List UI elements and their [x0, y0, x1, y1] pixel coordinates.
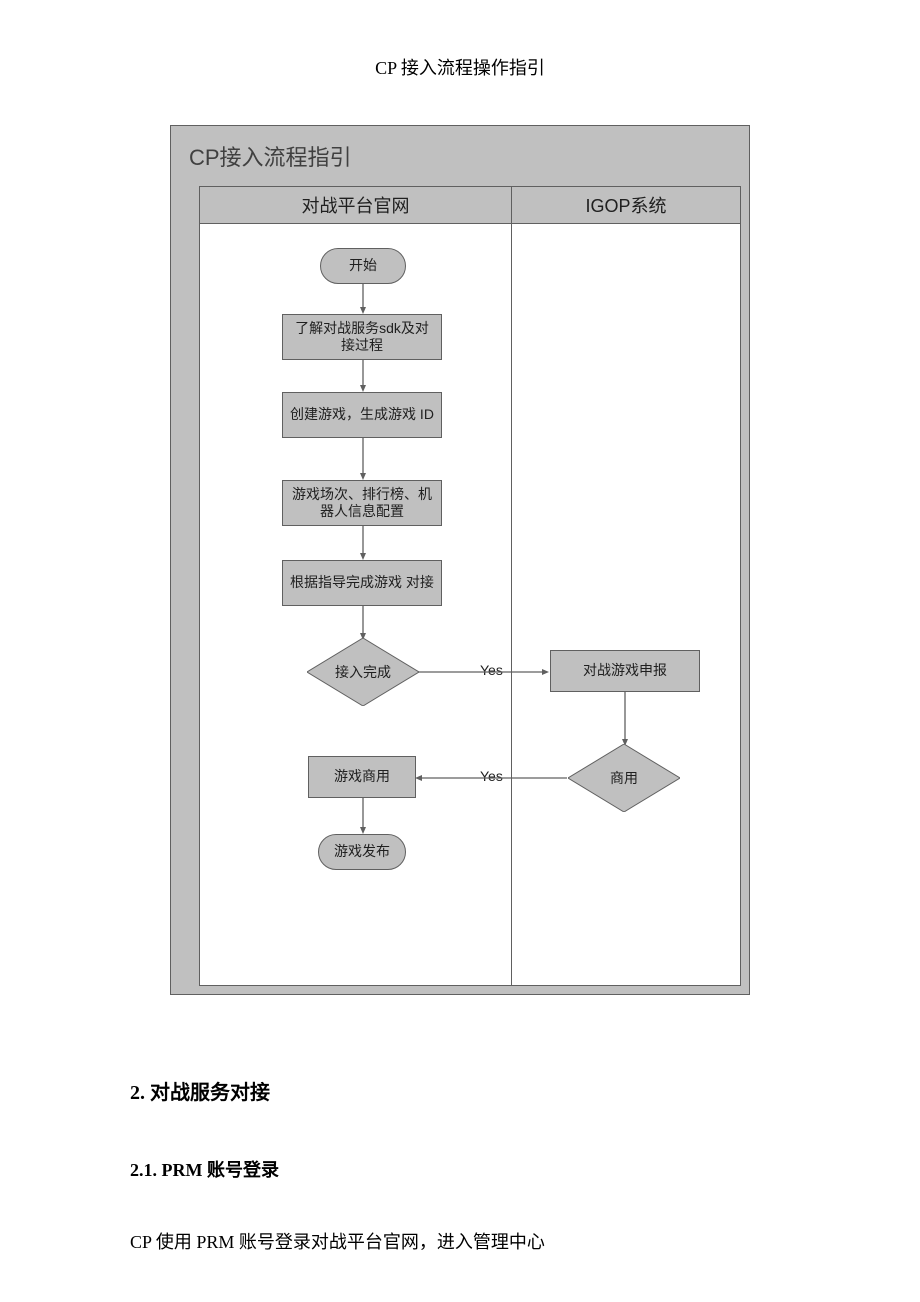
node-n3: 游戏场次、排行榜、机 器人信息配置	[282, 480, 442, 526]
node-d1: 接入完成	[307, 638, 419, 706]
arrow-start-n1	[360, 284, 366, 314]
node-n5: 游戏商用	[308, 756, 416, 798]
arrow-n2-n3	[360, 438, 366, 480]
edge-label-yes1: Yes	[480, 662, 503, 678]
section-2-title: 对战服务对接	[150, 1082, 270, 1104]
lane1: 开始 了解对战服务sdk及对 接过程 创建游戏，生成游戏 ID 游戏场次、排行榜…	[199, 224, 511, 986]
flowchart-title: CP接入流程指引	[171, 126, 749, 182]
node-start: 开始	[320, 248, 406, 284]
lane1-header: 对战平台官网	[199, 186, 511, 224]
node-n4: 根据指导完成游戏 对接	[282, 560, 442, 606]
arrow-n4-d1	[360, 606, 366, 640]
node-d1-label: 接入完成	[335, 662, 391, 682]
section-21-num: 2.1.	[130, 1160, 157, 1180]
arrow-n1-n2	[360, 360, 366, 392]
section-2-num: 2.	[130, 1082, 145, 1104]
arrow-n3-n4	[360, 526, 366, 560]
node-r1: 对战游戏申报	[550, 650, 700, 692]
arrow-n5-end	[360, 798, 366, 834]
lane-gap	[179, 186, 199, 224]
flowchart-container: CP接入流程指引 对战平台官网 IGOP系统 开始 了解对战服务sdk及对 接过…	[170, 125, 750, 995]
node-end: 游戏发布	[318, 834, 406, 870]
lane2: 对战游戏申报 商用	[511, 224, 741, 986]
edge-label-yes2: Yes	[480, 768, 503, 784]
lane2-header: IGOP系统	[511, 186, 741, 224]
section-2-heading: 2. 对战服务对接	[130, 1076, 270, 1105]
doc-title: CP 接入流程操作指引	[0, 0, 920, 80]
arrow-r1-d2	[622, 692, 628, 746]
lane-gap-body	[179, 224, 199, 986]
swimlane-body: 开始 了解对战服务sdk及对 接过程 创建游戏，生成游戏 ID 游戏场次、排行榜…	[179, 224, 741, 986]
swimlane-header: 对战平台官网 IGOP系统	[179, 186, 741, 224]
node-d2: 商用	[568, 744, 680, 812]
section-21-heading: 2.1. PRM 账号登录	[130, 1156, 279, 1182]
node-d2-label: 商用	[610, 768, 638, 788]
node-n1: 了解对战服务sdk及对 接过程	[282, 314, 442, 360]
section-21-body: CP 使用 PRM 账号登录对战平台官网，进入管理中心	[130, 1228, 545, 1254]
node-n2: 创建游戏，生成游戏 ID	[282, 392, 442, 438]
section-21-title: PRM 账号登录	[162, 1160, 279, 1180]
